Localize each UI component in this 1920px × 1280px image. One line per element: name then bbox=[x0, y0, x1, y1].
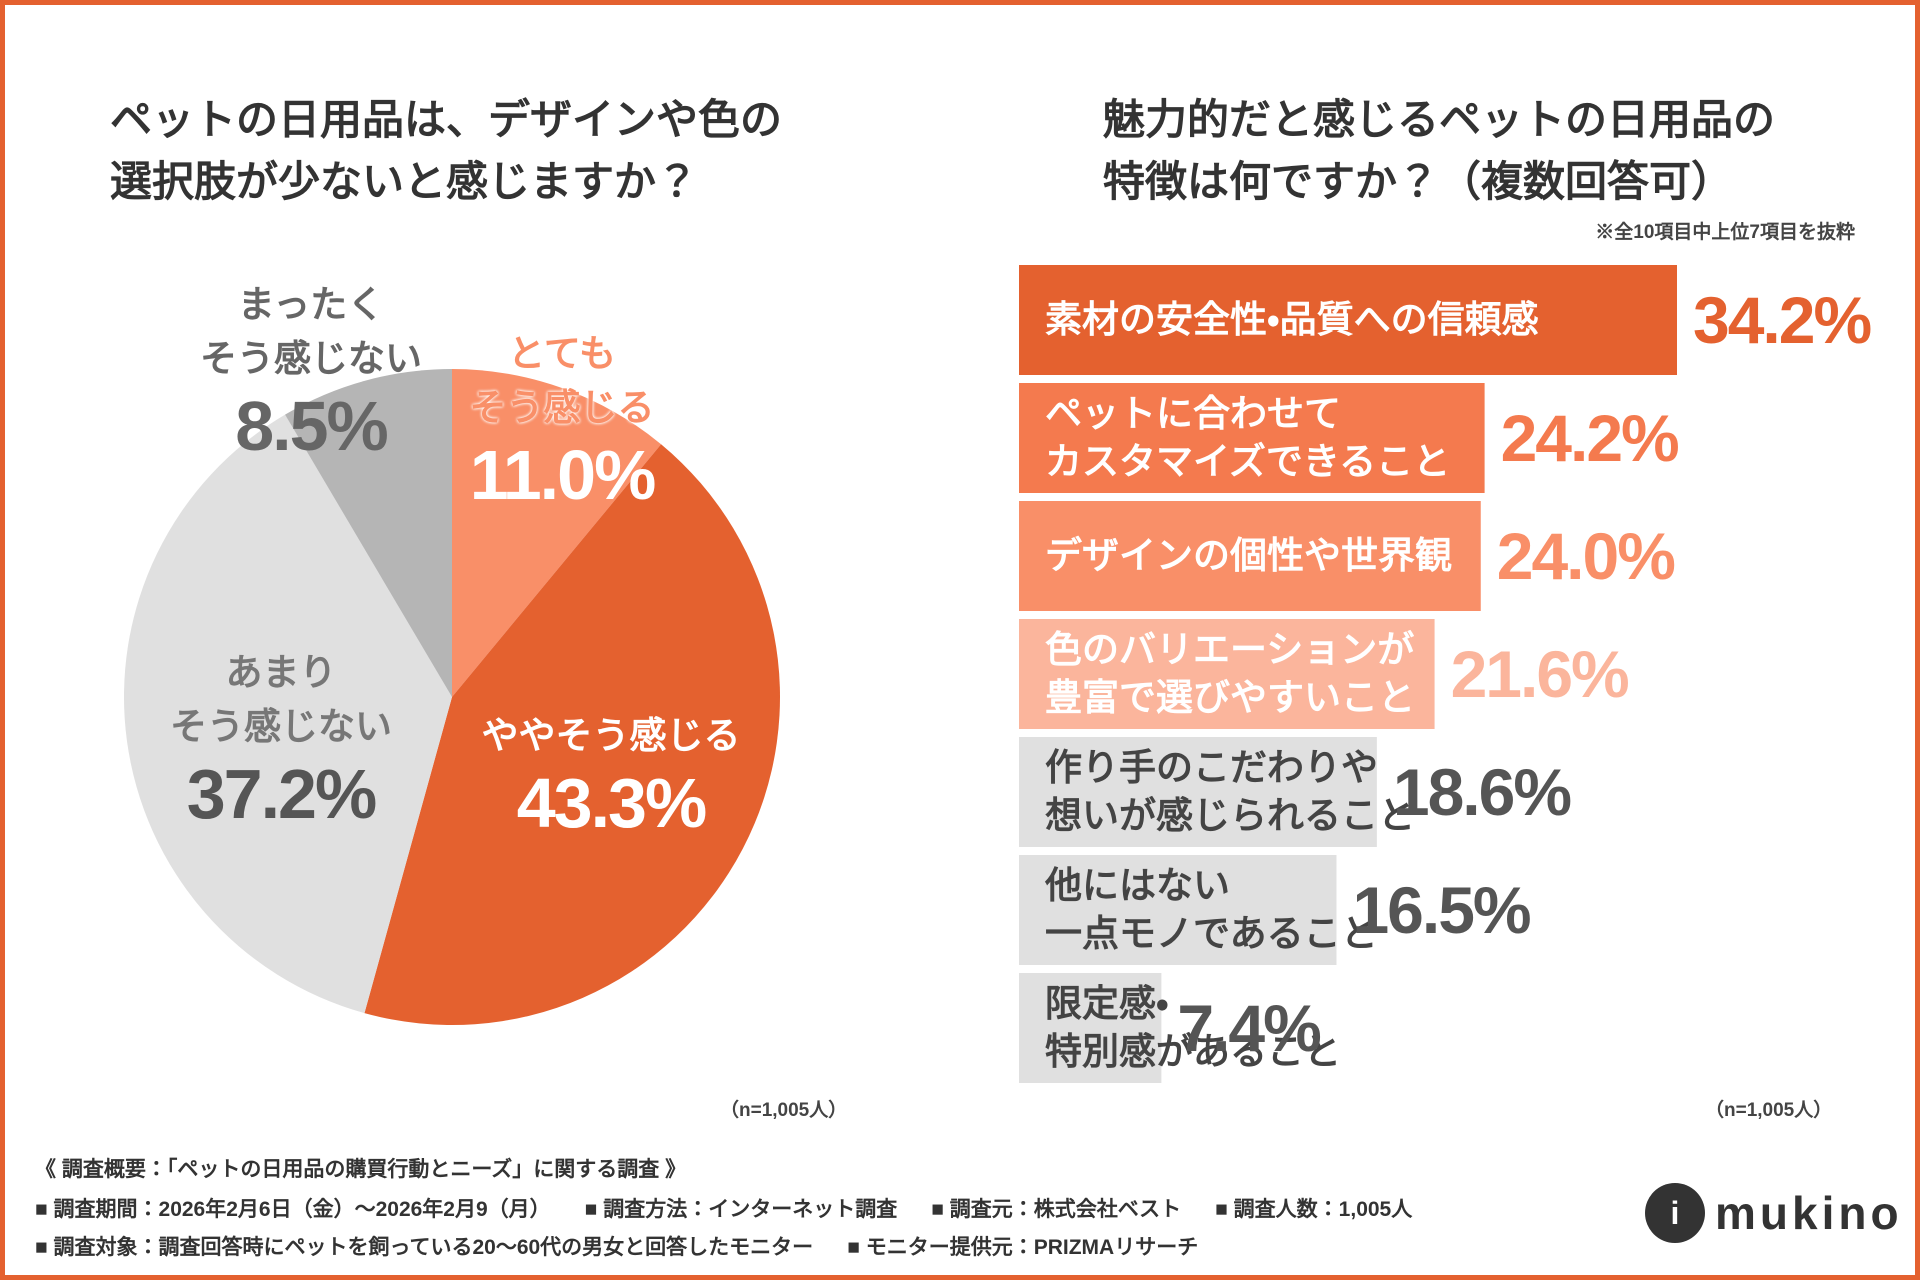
pie-label: とても そう感じる 11.0% bbox=[469, 327, 657, 515]
bar-category: 色のバリエーションが 豊富で選びやすいこと bbox=[1045, 629, 1415, 718]
survey-item: ■ 調査期間：2026年2月6日（金）～2026年2月9（月） bbox=[35, 1198, 551, 1221]
bar-value: 21.6% bbox=[1450, 637, 1630, 711]
bar-value: 24.2% bbox=[1500, 401, 1680, 475]
bar-value: 18.6% bbox=[1392, 755, 1572, 829]
pie-slice bbox=[124, 414, 452, 1014]
bar bbox=[1019, 265, 1677, 375]
survey-line: ■ 調査対象：調査回答時にペットを飼っている20～60代の男女と回答したモニター… bbox=[35, 1231, 1198, 1261]
pie-category: とても そう感じる bbox=[469, 333, 655, 428]
chart-canvas bbox=[124, 265, 1677, 1083]
pie-value: 11.0% bbox=[469, 436, 657, 514]
pie-slice bbox=[452, 369, 662, 697]
bar-category: 他にはない 一点モノであること bbox=[1045, 865, 1378, 954]
pie-label: ややそう感じる 43.3% bbox=[482, 709, 741, 843]
pie-value: 37.2% bbox=[186, 755, 377, 833]
pie-value: 43.3% bbox=[516, 764, 707, 842]
pie-label: あまり そう感じない 37.2% bbox=[170, 646, 392, 834]
bar bbox=[1019, 383, 1485, 493]
bar-category: 素材の安全性・品質への信頼感 bbox=[1045, 299, 1539, 340]
bar-subtitle: ※全10項目中上位7項目を抜粋 bbox=[1595, 222, 1855, 243]
bar bbox=[1019, 855, 1337, 965]
bar-value: 34.2% bbox=[1693, 283, 1872, 357]
logo: i mukino bbox=[1645, 1183, 1903, 1243]
bar-value: 16.5% bbox=[1352, 873, 1531, 947]
pie-slice bbox=[285, 369, 452, 697]
bar-category: ペットに合わせて カスタマイズできること bbox=[1045, 393, 1451, 482]
pie-slice bbox=[364, 444, 780, 1025]
pie-category: あまり そう感じない bbox=[170, 652, 392, 747]
survey-heading: 《 調査概要：「ペットの日用品の購買行動とニーズ」に関する調査 》 bbox=[35, 1158, 687, 1181]
sample-note: （n=1,005人） bbox=[1705, 1100, 1833, 1121]
bar-value: 24.0% bbox=[1496, 519, 1676, 593]
pie-title: ペットの日用品は、デザインや色の 選択肢が少ないと感じますか？ bbox=[110, 96, 783, 205]
survey-line: ■ 調査期間：2026年2月6日（金）～2026年2月9（月） ■ 調査方法：イ… bbox=[35, 1193, 1412, 1223]
bar bbox=[1019, 973, 1162, 1083]
sample-note: （n=1,005人） bbox=[720, 1100, 848, 1121]
bar-title: 魅力的だと感じるペットの日用品の 特徴は何ですか？（複数回答可） bbox=[1103, 96, 1776, 205]
survey-item: ■ 調査方法：インターネット調査 bbox=[584, 1198, 898, 1221]
pie-label: まったく そう感じない 8.5% bbox=[200, 278, 422, 466]
bar-category: デザインの個性や世界観 bbox=[1045, 535, 1452, 576]
bar-category: 作り手のこだわりや 想いが感じられること bbox=[1045, 747, 1415, 836]
logo-text: mukino bbox=[1715, 1187, 1903, 1239]
pie-value: 8.5% bbox=[235, 387, 389, 465]
bar-value: 7.4% bbox=[1177, 991, 1321, 1065]
pie-category: ややそう感じる bbox=[481, 715, 741, 756]
bar-category: 限定感・ 特別感があること bbox=[1045, 983, 1341, 1072]
survey-item: ■ モニター提供元：PRIZMAリサーチ bbox=[847, 1236, 1199, 1259]
logo-icon: i bbox=[1645, 1183, 1705, 1243]
survey-item: ■ 調査人数：1,005人 bbox=[1215, 1198, 1413, 1221]
survey-item: ■ 調査元：株式会社ベスト bbox=[931, 1198, 1182, 1221]
bar bbox=[1019, 737, 1377, 847]
survey-item: ■ 調査対象：調査回答時にペットを飼っている20～60代の男女と回答したモニター bbox=[35, 1236, 814, 1259]
bar bbox=[1019, 501, 1481, 611]
bar bbox=[1019, 619, 1435, 729]
pie-category: まったく そう感じない bbox=[200, 284, 422, 379]
